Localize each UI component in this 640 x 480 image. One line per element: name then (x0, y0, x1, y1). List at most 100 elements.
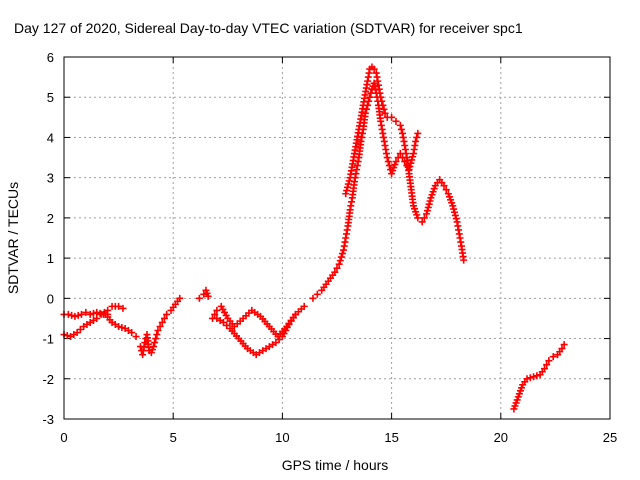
data-point (412, 137, 420, 145)
data-point (331, 268, 339, 276)
series-segment-8 (309, 79, 422, 302)
series-segment-9 (342, 63, 468, 264)
y-axis-title: SDTVAR / TECUs (5, 182, 21, 294)
series-segment-4 (136, 294, 184, 359)
data-point (413, 133, 421, 141)
data-point (560, 341, 568, 349)
data-point (452, 215, 460, 223)
data-point (442, 186, 450, 194)
data-point (424, 203, 432, 211)
data-point (313, 290, 321, 298)
data-point (396, 121, 404, 129)
series-segment-2 (60, 302, 127, 341)
data-point (333, 264, 341, 272)
data-point (213, 306, 221, 314)
data-point (450, 205, 458, 213)
series-segment-3 (101, 310, 140, 341)
data-point (385, 162, 393, 170)
data-point (366, 93, 374, 101)
data-point (77, 310, 85, 318)
data-point (104, 306, 112, 314)
data-point (153, 331, 161, 339)
data-point (423, 207, 431, 215)
data-point (343, 183, 351, 191)
data-point (160, 314, 168, 322)
y-tick-label: 5 (47, 90, 54, 105)
series-segment-7 (213, 310, 300, 359)
data-point (96, 309, 104, 317)
data-point (86, 310, 94, 318)
data-point (152, 335, 160, 343)
x-tick-label: 15 (384, 430, 398, 445)
data-point (361, 109, 369, 117)
data-point (128, 329, 136, 337)
y-tick-label: -3 (42, 412, 54, 427)
data-point (156, 322, 164, 330)
y-tick-label: 0 (47, 291, 54, 306)
data-point (409, 153, 417, 161)
data-point (151, 339, 159, 347)
data-point (200, 290, 208, 298)
x-tick-label: 25 (603, 430, 617, 445)
data-point (530, 373, 538, 381)
data-point (204, 292, 212, 300)
data-point (377, 93, 385, 101)
y-tick-label: 2 (47, 211, 54, 226)
data-point (379, 101, 387, 109)
data-point (440, 182, 448, 190)
data-point (543, 361, 551, 369)
plot-frame (63, 56, 611, 420)
data-point (115, 302, 123, 310)
data-point (343, 187, 351, 195)
y-tick-label: 3 (47, 171, 54, 186)
x-tick-label: 10 (275, 430, 289, 445)
data-point (460, 256, 468, 264)
data-point (426, 197, 434, 205)
chart-title: Day 127 of 2020, Sidereal Day-to-day VTE… (14, 20, 523, 36)
data-point (450, 208, 458, 216)
data-point (526, 374, 534, 382)
data-point (300, 302, 308, 310)
data-point (549, 353, 557, 361)
data-point (388, 113, 396, 121)
y-tick-label: 1 (47, 251, 54, 266)
y-tick-labels: -3 -2 -1 0 1 2 3 4 5 6 (42, 50, 54, 427)
data-point (380, 105, 388, 113)
data-point (414, 214, 422, 222)
data-point (338, 250, 346, 258)
data-point (132, 333, 140, 341)
data-point (523, 375, 531, 383)
data-point (89, 309, 97, 317)
data-point (540, 365, 548, 373)
data-point (71, 312, 79, 320)
data-point (345, 177, 353, 185)
data-point (392, 158, 400, 166)
data-point (418, 218, 426, 226)
data-point (449, 202, 457, 210)
data-point (93, 308, 101, 316)
data-point (292, 310, 300, 318)
data-point (68, 311, 76, 319)
data-point (309, 294, 317, 302)
data-point (408, 156, 416, 164)
data-point (176, 294, 184, 302)
x-tick-label: 20 (494, 430, 508, 445)
data-point (397, 125, 405, 133)
data-point (423, 210, 431, 218)
y-tick-label: -1 (42, 332, 54, 347)
y-tick-label: -2 (42, 372, 54, 387)
data-point (195, 294, 203, 302)
data-point (383, 154, 391, 162)
series-segment-6 (209, 302, 308, 341)
data-point (337, 253, 345, 261)
data-point (545, 357, 553, 365)
data-point (335, 260, 343, 268)
data-point (63, 332, 71, 340)
data-point (420, 214, 428, 222)
data-series (60, 63, 568, 413)
series-segment-10 (510, 341, 568, 413)
data-point (370, 65, 378, 73)
data-point (392, 117, 400, 125)
